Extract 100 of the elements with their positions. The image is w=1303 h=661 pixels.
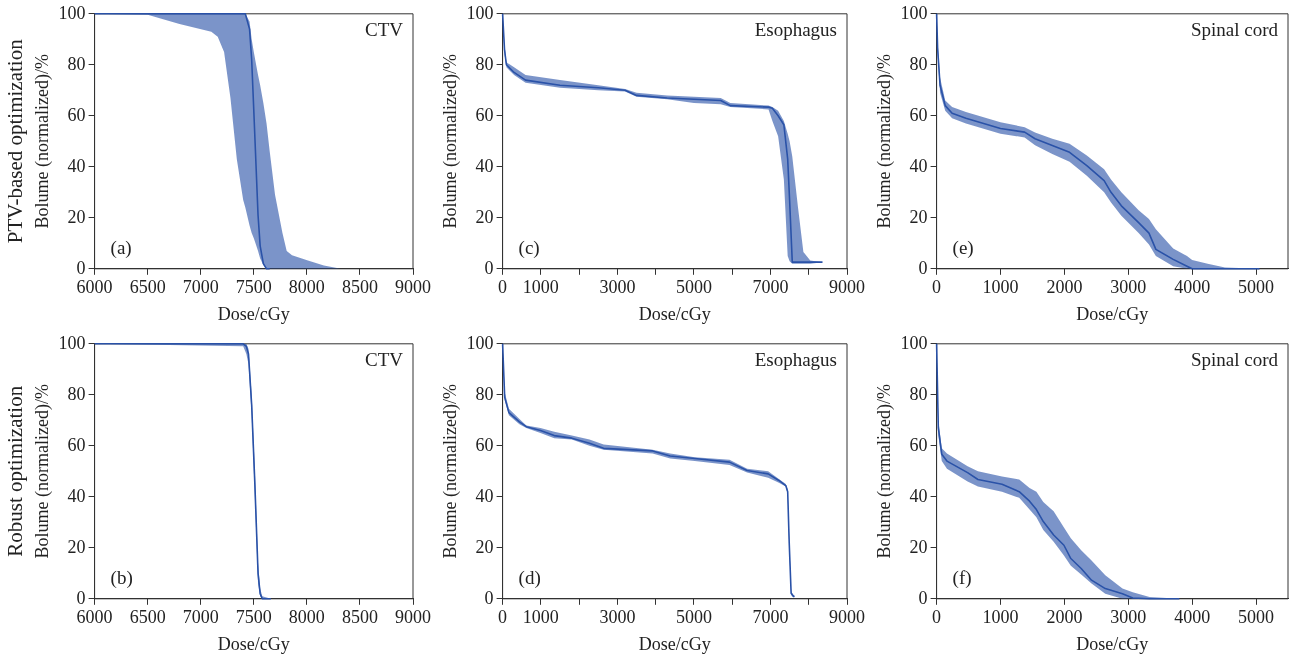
y-axis-title: Bolume (normalized)/% [439,384,461,559]
x-tick-label: 6000 [76,277,113,298]
x-tick-label: 9000 [395,277,431,298]
y-tick-label: 60 [909,104,928,125]
y-tick-label: 40 [67,155,86,176]
text: Robust optimization [2,385,27,557]
y-tick-label: 40 [909,155,928,176]
x-tick-label: 5000 [675,607,712,628]
x-axis-title: Dose/cGy [217,633,290,654]
annotation: (e) [952,237,974,260]
x-tick-label: 2000 [1046,607,1083,628]
y-tick-label: 80 [909,53,928,74]
x-tick-label: 4000 [1174,277,1211,298]
x-tick-label: 9000 [829,607,865,628]
x-axis-title: Dose/cGy [1076,633,1149,654]
x-tick-label: 8500 [341,607,378,628]
x-tick-label: 7500 [235,607,272,628]
y-tick-label: 100 [466,2,494,23]
x-tick-label: 8000 [288,607,325,628]
y-tick-label: 0 [918,587,928,608]
y-tick-label: 40 [909,485,928,506]
y-tick-label: 80 [475,383,494,404]
y-tick-label: 60 [475,434,494,455]
x-tick-label: 5000 [675,277,712,298]
y-tick-label: 20 [909,536,928,557]
x-tick-label: 6500 [129,277,166,298]
text: PTV-based optimization [2,38,27,244]
x-tick-label: 3000 [1110,277,1147,298]
y-axis-title: Bolume (normalized)/% [873,54,895,229]
x-tick-label: 8500 [341,277,378,298]
x-tick-label: 4000 [1174,607,1211,628]
y-tick-label: 100 [900,332,928,353]
x-tick-label: 3000 [599,277,636,298]
annotation: Spinal cord [1190,19,1279,41]
x-tick-label: 0 [932,277,942,298]
y-tick-label: 0 [918,257,928,278]
x-tick-label: 3000 [1110,607,1147,628]
y-tick-label: 60 [909,434,928,455]
x-axis-title: Dose/cGy [638,633,711,654]
y-tick-label: 60 [67,434,86,455]
y-tick-label: 20 [909,206,928,227]
x-tick-label: 2000 [1046,277,1083,298]
y-tick-label: 40 [67,485,86,506]
y-tick-label: 100 [58,2,86,23]
y-axis-title: Bolume (normalized)/% [31,384,53,559]
x-axis-title: Dose/cGy [638,303,711,324]
y-tick-label: 0 [76,587,86,608]
x-tick-label: 8000 [288,277,325,298]
y-tick-label: 20 [67,536,86,557]
y-axis-title: Bolume (normalized)/% [439,54,461,229]
y-tick-label: 60 [475,104,494,125]
x-tick-label: 6500 [129,607,166,628]
y-tick-label: 80 [67,383,86,404]
x-tick-label: 1000 [522,607,559,628]
x-tick-label: 7000 [752,607,789,628]
annotation: Esophagus [754,349,837,371]
y-tick-label: 100 [58,332,86,353]
y-tick-label: 80 [475,53,494,74]
y-tick-label: 60 [67,104,86,125]
x-tick-label: 0 [498,277,508,298]
y-axis-title: Bolume (normalized)/% [31,54,53,229]
y-tick-label: 80 [67,53,86,74]
annotation: (d) [518,567,541,590]
y-tick-label: 40 [475,485,494,506]
y-tick-label: 40 [475,155,494,176]
annotation: CTV [365,19,404,41]
y-tick-label: 80 [909,383,928,404]
x-tick-label: 1000 [522,277,559,298]
x-axis-title: Dose/cGy [217,303,290,324]
x-tick-label: 0 [498,607,508,628]
y-tick-label: 100 [466,332,494,353]
y-tick-label: 0 [484,587,494,608]
x-tick-label: 1000 [982,277,1019,298]
annotation: Esophagus [754,19,837,41]
y-tick-label: 100 [900,2,928,23]
x-tick-label: 0 [932,607,942,628]
x-tick-label: 7000 [752,277,789,298]
x-tick-label: 5000 [1238,607,1275,628]
x-tick-label: 7000 [182,277,219,298]
y-tick-label: 20 [475,536,494,557]
x-tick-label: 6000 [76,607,113,628]
x-tick-label: 1000 [982,607,1019,628]
y-tick-label: 20 [475,206,494,227]
annotation: (b) [110,567,133,590]
y-tick-label: 0 [76,257,86,278]
annotation: CTV [365,349,404,371]
x-tick-label: 7000 [182,607,219,628]
x-tick-label: 5000 [1238,277,1275,298]
annotation: Spinal cord [1190,349,1279,371]
y-tick-label: 0 [484,257,494,278]
x-tick-label: 9000 [395,607,431,628]
x-tick-label: 3000 [599,607,636,628]
y-axis-title: Bolume (normalized)/% [873,384,895,559]
x-tick-label: 9000 [829,277,865,298]
annotation: (f) [952,567,972,590]
annotation: (a) [110,237,132,260]
x-axis-title: Dose/cGy [1076,303,1149,324]
y-tick-label: 20 [67,206,86,227]
annotation: (c) [518,237,540,260]
x-tick-label: 7500 [235,277,272,298]
